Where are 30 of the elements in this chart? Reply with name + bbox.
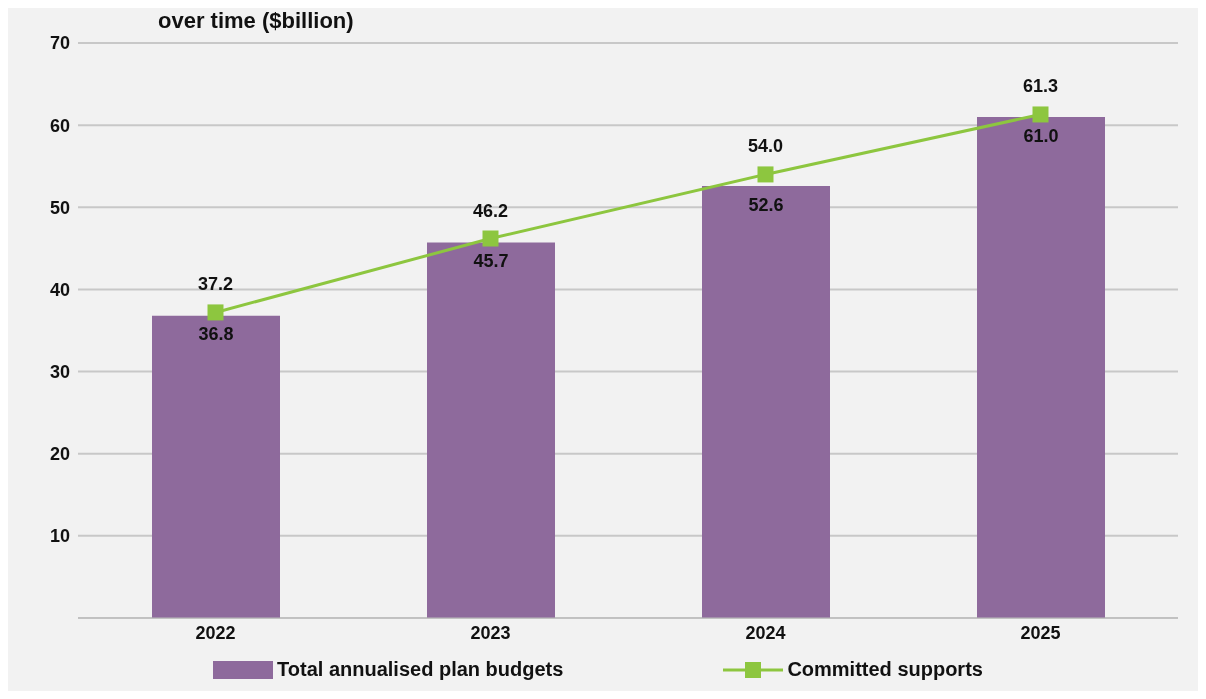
y-tick-label: 10 bbox=[49, 526, 70, 547]
legend-label: Total annualised plan budgets bbox=[277, 658, 564, 681]
x-tick-label: 2023 bbox=[470, 622, 511, 643]
y-tick-label: 50 bbox=[49, 197, 70, 218]
point bbox=[482, 230, 499, 247]
y-tick-label: 30 bbox=[49, 361, 70, 382]
y-tick-label: 20 bbox=[49, 444, 70, 465]
data-label: 52.6 bbox=[748, 194, 784, 215]
data-label: 61.0 bbox=[1023, 125, 1059, 146]
y-tick-label: 70 bbox=[49, 33, 70, 54]
bar bbox=[152, 315, 280, 618]
x-tick-label: 2024 bbox=[745, 622, 786, 643]
point bbox=[757, 166, 774, 183]
point bbox=[207, 304, 224, 321]
y-tick-label: 40 bbox=[49, 279, 70, 300]
data-label: 46.2 bbox=[472, 200, 509, 221]
x-tick-label: 2025 bbox=[1020, 622, 1061, 643]
data-label: 61.3 bbox=[1022, 76, 1059, 97]
data-label: 37.2 bbox=[197, 274, 234, 295]
bar bbox=[702, 185, 830, 618]
bar bbox=[977, 116, 1105, 618]
bar bbox=[427, 242, 555, 618]
x-tick-label: 2022 bbox=[195, 622, 236, 643]
y-tick-label: 60 bbox=[49, 115, 70, 136]
point bbox=[1032, 106, 1049, 123]
legend-label: Committed supports bbox=[787, 658, 983, 681]
chart-title: over time ($billion) bbox=[158, 8, 354, 34]
data-label: 36.8 bbox=[198, 324, 234, 345]
data-label: 54.0 bbox=[747, 136, 784, 157]
data-label: 45.7 bbox=[473, 251, 509, 272]
